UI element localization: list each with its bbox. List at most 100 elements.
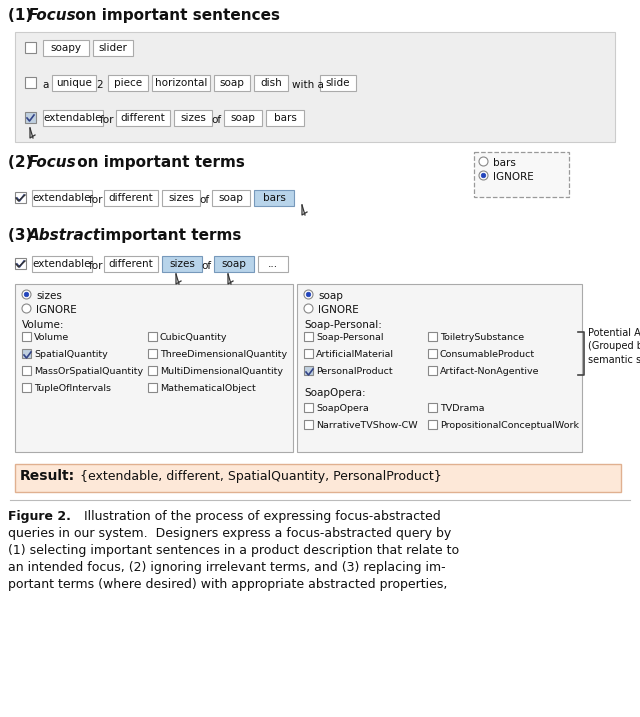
- Circle shape: [24, 293, 29, 297]
- Text: important terms: important terms: [95, 228, 241, 243]
- Bar: [104, 190, 158, 206]
- Bar: [304, 366, 313, 375]
- Bar: [22, 332, 31, 341]
- Bar: [428, 403, 437, 412]
- Text: ToiletrySubstance: ToiletrySubstance: [440, 333, 524, 342]
- Bar: [474, 152, 569, 197]
- Text: sizes: sizes: [169, 259, 195, 269]
- Circle shape: [479, 171, 488, 180]
- Bar: [15, 464, 621, 492]
- Bar: [148, 366, 157, 375]
- Text: IGNORE: IGNORE: [493, 172, 534, 182]
- Text: of: of: [199, 195, 209, 205]
- Bar: [304, 332, 313, 341]
- Text: for: for: [100, 115, 115, 125]
- Text: ThreeDimensionalQuantity: ThreeDimensionalQuantity: [160, 350, 287, 359]
- Bar: [214, 256, 254, 272]
- Text: ...: ...: [268, 259, 278, 269]
- Bar: [428, 332, 437, 341]
- Text: slide: slide: [326, 78, 350, 88]
- Text: dish: dish: [260, 78, 282, 88]
- Text: a: a: [42, 80, 49, 90]
- Circle shape: [22, 304, 31, 313]
- Bar: [266, 110, 304, 126]
- Bar: [162, 190, 200, 206]
- Bar: [297, 284, 582, 452]
- Text: NarrativeTVShow-CW: NarrativeTVShow-CW: [316, 421, 418, 430]
- Text: Focus: Focus: [28, 8, 77, 23]
- Bar: [25, 42, 36, 53]
- Text: on important sentences: on important sentences: [70, 8, 280, 23]
- Bar: [15, 32, 615, 142]
- Bar: [148, 383, 157, 392]
- Bar: [15, 284, 293, 452]
- Text: MassOrSpatialQuantity: MassOrSpatialQuantity: [34, 367, 143, 376]
- Text: different: different: [109, 193, 154, 203]
- Text: extendable: extendable: [33, 259, 92, 269]
- Text: PropositionalConceptualWork: PropositionalConceptualWork: [440, 421, 579, 430]
- Bar: [25, 112, 36, 123]
- Text: Illustration of the process of expressing focus-abstracted: Illustration of the process of expressin…: [72, 510, 441, 523]
- Text: Figure 2.: Figure 2.: [8, 510, 71, 523]
- Text: queries in our system.  Designers express a focus-abstracted query by: queries in our system. Designers express…: [8, 527, 451, 540]
- Bar: [428, 349, 437, 358]
- Text: soap: soap: [318, 291, 343, 301]
- Bar: [32, 256, 92, 272]
- Text: for: for: [89, 195, 103, 205]
- Text: Focus: Focus: [28, 155, 77, 170]
- Bar: [148, 332, 157, 341]
- Text: an intended focus, (2) ignoring irrelevant terms, and (3) replacing im-: an intended focus, (2) ignoring irreleva…: [8, 561, 445, 574]
- Text: Abstract: Abstract: [28, 228, 101, 243]
- Bar: [43, 110, 103, 126]
- Text: SoapOpera: SoapOpera: [316, 404, 369, 413]
- Text: Soap-Personal:: Soap-Personal:: [304, 320, 382, 330]
- Bar: [214, 75, 250, 91]
- Bar: [108, 75, 148, 91]
- Text: sizes: sizes: [36, 291, 62, 301]
- Bar: [22, 366, 31, 375]
- Bar: [116, 110, 170, 126]
- Text: extendable: extendable: [44, 113, 102, 123]
- Bar: [304, 420, 313, 429]
- Text: soapy: soapy: [51, 43, 81, 53]
- Bar: [212, 190, 250, 206]
- Text: of: of: [211, 115, 221, 125]
- Bar: [162, 256, 202, 272]
- Text: Artifact-NonAgentive: Artifact-NonAgentive: [440, 367, 540, 376]
- Bar: [428, 366, 437, 375]
- Text: (2): (2): [8, 155, 38, 170]
- Text: Volume:: Volume:: [22, 320, 65, 330]
- Text: Volume: Volume: [34, 333, 69, 342]
- Bar: [320, 75, 356, 91]
- Bar: [25, 77, 36, 88]
- Bar: [32, 190, 92, 206]
- Bar: [174, 110, 212, 126]
- Circle shape: [304, 304, 313, 313]
- Bar: [104, 256, 158, 272]
- Bar: [93, 40, 133, 56]
- Text: Result:: Result:: [20, 469, 75, 483]
- Text: (1): (1): [8, 8, 38, 23]
- Bar: [254, 190, 294, 206]
- Text: CubicQuantity: CubicQuantity: [160, 333, 227, 342]
- Bar: [224, 110, 262, 126]
- Circle shape: [22, 290, 31, 299]
- Text: sizes: sizes: [180, 113, 206, 123]
- Text: PersonalProduct: PersonalProduct: [316, 367, 392, 376]
- Bar: [428, 420, 437, 429]
- Bar: [148, 349, 157, 358]
- Text: soap: soap: [230, 113, 255, 123]
- Text: {extendable, different, SpatialQuantity, PersonalProduct}: {extendable, different, SpatialQuantity,…: [80, 470, 442, 483]
- Text: TVDrama: TVDrama: [440, 404, 484, 413]
- Text: (3): (3): [8, 228, 38, 243]
- Bar: [52, 75, 96, 91]
- Bar: [152, 75, 210, 91]
- Text: 2: 2: [97, 80, 103, 90]
- Text: TupleOfIntervals: TupleOfIntervals: [34, 384, 111, 393]
- Text: SoapOpera:: SoapOpera:: [304, 388, 365, 398]
- Circle shape: [481, 174, 486, 178]
- Bar: [43, 40, 89, 56]
- Circle shape: [306, 293, 311, 297]
- Text: Potential Abstractions: Potential Abstractions: [588, 328, 640, 338]
- Text: IGNORE: IGNORE: [318, 305, 359, 315]
